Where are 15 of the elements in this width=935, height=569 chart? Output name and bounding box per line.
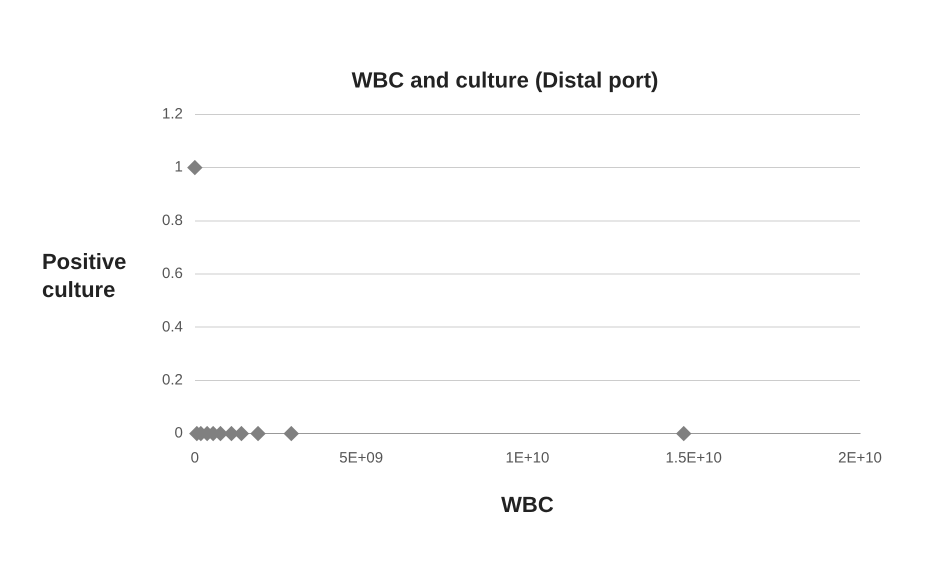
y-tick-label: 1.2 bbox=[162, 106, 183, 123]
y-tick-label: 0.6 bbox=[162, 265, 183, 282]
y-tick-label: 1 bbox=[174, 158, 183, 176]
chart-title: WBC and culture (Distal port) bbox=[352, 67, 658, 92]
x-tick-label: 1.5E+10 bbox=[666, 450, 722, 467]
x-tick-label: 1E+10 bbox=[506, 450, 550, 467]
x-tick-label: 5E+09 bbox=[339, 450, 384, 467]
y-tick-label: 0 bbox=[174, 424, 183, 442]
y-tick-label: 0.2 bbox=[162, 372, 183, 389]
y-tick-label: 0.8 bbox=[162, 212, 183, 229]
y-axis-title: Positive culture bbox=[42, 248, 128, 304]
x-tick-label: 2E+10 bbox=[838, 450, 882, 467]
x-axis-title: WBC bbox=[501, 492, 554, 517]
x-tick-label: 0 bbox=[190, 450, 200, 467]
y-tick-label: 0.4 bbox=[162, 318, 183, 336]
